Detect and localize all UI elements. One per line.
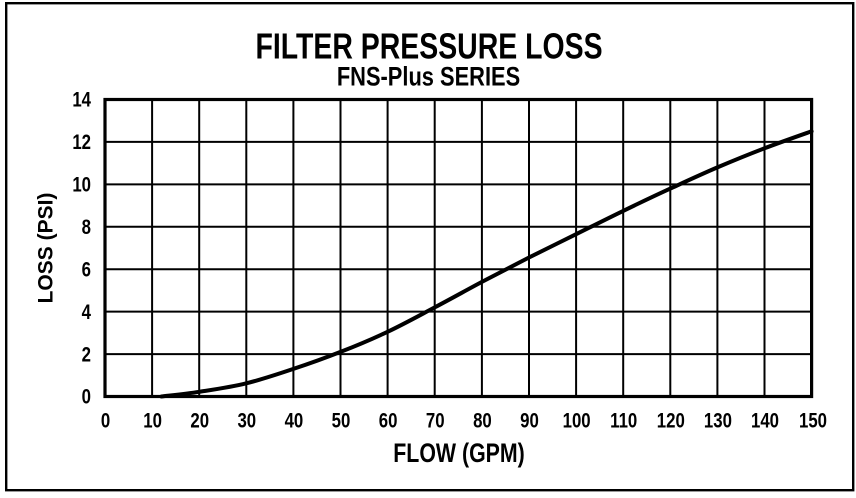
svg-text:4: 4 [82,301,92,324]
svg-text:50: 50 [332,410,351,433]
svg-text:10: 10 [72,174,91,197]
svg-text:140: 140 [751,410,779,433]
svg-text:0: 0 [101,410,110,433]
svg-text:14: 14 [72,89,91,112]
svg-text:20: 20 [190,410,209,433]
svg-text:LOSS (PSI): LOSS (PSI) [35,193,58,304]
svg-text:100: 100 [563,410,591,433]
svg-text:FILTER PRESSURE LOSS: FILTER PRESSURE LOSS [255,26,602,66]
svg-text:120: 120 [657,410,685,433]
svg-text:80: 80 [473,410,492,433]
svg-text:30: 30 [237,410,256,433]
svg-text:FNS-Plus SERIES: FNS-Plus SERIES [337,62,520,92]
svg-text:12: 12 [72,131,91,154]
svg-text:40: 40 [285,410,304,433]
svg-text:0: 0 [82,386,91,409]
svg-text:150: 150 [799,410,827,433]
svg-text:60: 60 [379,410,398,433]
svg-text:70: 70 [426,410,445,433]
svg-text:130: 130 [704,410,732,433]
svg-text:90: 90 [520,410,539,433]
svg-text:10: 10 [143,410,162,433]
svg-text:FLOW (GPM): FLOW (GPM) [393,439,524,469]
svg-text:110: 110 [610,410,637,433]
svg-text:6: 6 [82,259,91,282]
svg-text:8: 8 [82,216,91,239]
svg-text:2: 2 [82,344,91,367]
